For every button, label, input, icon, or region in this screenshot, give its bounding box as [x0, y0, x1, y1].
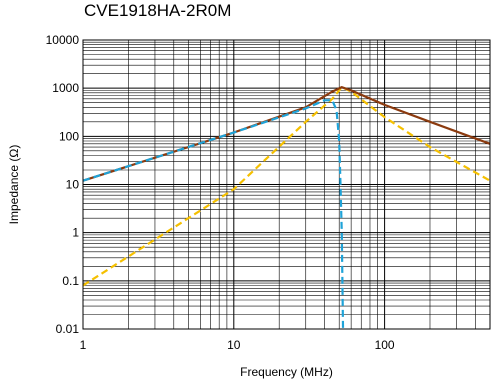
plot-frame: [82, 39, 491, 330]
y-tick-label: 100: [59, 129, 79, 143]
y-tick-label: 10000: [46, 33, 80, 47]
x-tick-label: 100: [375, 338, 395, 352]
y-tick-label: 1: [72, 226, 79, 240]
series-layer: [82, 86, 491, 330]
x-tick-label: 1: [80, 338, 87, 352]
y-tick-label: 10: [66, 178, 80, 192]
series-line-2: [82, 99, 345, 330]
x-tick-labels: 1 10 100: [80, 338, 395, 352]
series-line-1: [82, 86, 491, 182]
x-tick-label: 10: [227, 338, 241, 352]
y-tick-label: 0.01: [56, 322, 80, 336]
x-axis-label: Frequency (MHz): [240, 365, 333, 379]
series-line-3: [82, 86, 491, 287]
y-tick-label: 0.1: [62, 274, 79, 288]
y-tick-label: 1000: [52, 81, 79, 95]
y-axis-label: Impedance (Ω): [7, 145, 21, 225]
chart-title: CVE1918HA-2R0M: [84, 1, 232, 20]
y-tick-labels: 10000 1000 100 10 1 0.1 0.01: [46, 33, 80, 336]
